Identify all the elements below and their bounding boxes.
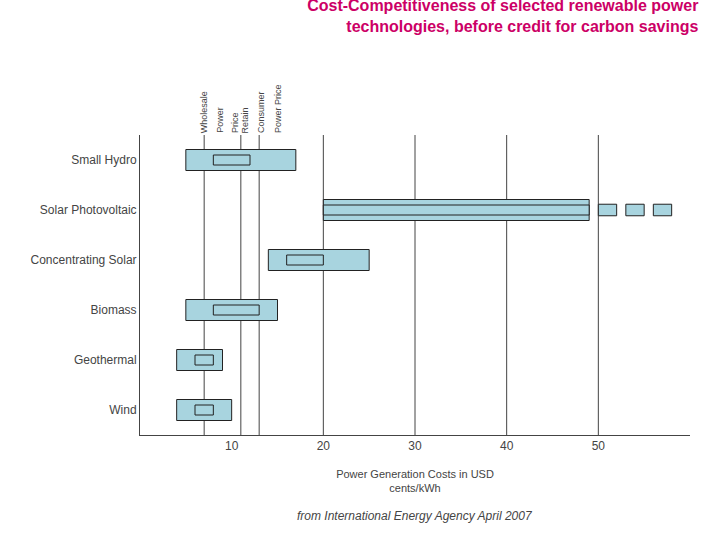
svg-text:Biomass: Biomass <box>91 303 137 317</box>
svg-text:Small Hydro: Small Hydro <box>71 153 137 167</box>
svg-text:from International Energy Agen: from International Energy Agency April 2… <box>297 509 533 523</box>
svg-text:50: 50 <box>592 439 606 453</box>
svg-text:40: 40 <box>500 439 514 453</box>
svg-text:20: 20 <box>317 439 331 453</box>
svg-text:10: 10 <box>225 439 239 453</box>
svg-text:Cost-Competitiveness of select: Cost-Competitiveness of selected renewab… <box>307 0 698 35</box>
svg-text:Consumer: Consumer <box>256 91 266 133</box>
svg-text:Geothermal: Geothermal <box>74 353 137 367</box>
svg-text:Concentrating Solar: Concentrating Solar <box>31 253 137 267</box>
svg-text:Power Generation Costs in USDc: Power Generation Costs in USDcents/kWh <box>336 468 494 494</box>
svg-text:Price: Price <box>230 112 240 133</box>
svg-text:Solar Photovoltaic: Solar Photovoltaic <box>40 203 137 217</box>
svg-text:Wind: Wind <box>109 403 136 417</box>
svg-text:Power: Power <box>215 107 225 133</box>
svg-text:Power Price: Power Price <box>273 84 283 133</box>
svg-text:Wholesale: Wholesale <box>199 91 209 133</box>
svg-text:30: 30 <box>408 439 422 453</box>
svg-text:Retain: Retain <box>240 107 250 133</box>
